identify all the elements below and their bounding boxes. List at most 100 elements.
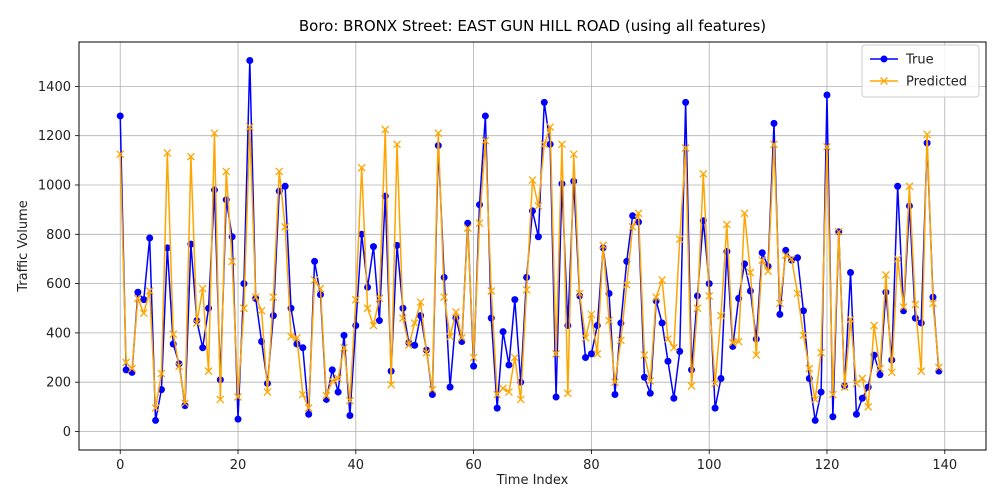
data-point-predicted	[817, 348, 826, 357]
data-point-predicted	[363, 304, 372, 313]
data-point-true	[664, 357, 672, 365]
legend-box	[861, 44, 980, 98]
data-point-predicted	[575, 289, 584, 298]
data-point-predicted	[451, 307, 460, 316]
data-point-predicted	[481, 136, 490, 145]
x-tick-label: 20	[230, 458, 247, 473]
data-point-predicted	[923, 130, 932, 139]
data-point-true	[375, 317, 383, 325]
data-point-predicted	[846, 315, 855, 324]
data-point-true	[682, 98, 690, 106]
data-point-predicted	[516, 395, 525, 404]
data-point-predicted	[758, 256, 767, 265]
data-point-predicted	[893, 254, 902, 263]
data-point-predicted	[828, 390, 837, 399]
data-point-true	[322, 395, 330, 403]
data-point-true	[299, 344, 307, 352]
data-point-predicted	[181, 399, 189, 408]
data-point-predicted	[552, 349, 561, 358]
data-point-true	[552, 393, 560, 401]
data-point-predicted	[929, 299, 937, 308]
data-point-predicted	[128, 364, 136, 373]
data-point-predicted	[905, 182, 914, 191]
data-point-predicted	[870, 321, 879, 330]
data-point-predicted	[587, 310, 596, 319]
data-point-true	[629, 212, 637, 220]
data-point-predicted	[864, 402, 873, 411]
y-tick-label: 0	[63, 425, 71, 440]
data-point-predicted	[493, 390, 502, 399]
data-point-predicted	[805, 364, 814, 373]
data-point-predicted	[664, 335, 672, 344]
plot-frame	[78, 41, 987, 451]
data-point-predicted	[228, 257, 237, 266]
data-point-predicted	[310, 275, 319, 284]
data-point-predicted	[605, 316, 614, 325]
data-point-true	[352, 322, 360, 330]
x-tick-label: 120	[815, 458, 840, 473]
data-point-true	[611, 391, 619, 399]
legend-marker-predicted	[880, 77, 888, 85]
data-point-predicted	[717, 311, 725, 320]
data-point-predicted	[911, 300, 920, 309]
data-point-predicted	[387, 380, 396, 389]
data-point-predicted	[192, 319, 201, 327]
data-point-true	[876, 371, 884, 379]
data-point-predicted	[245, 123, 254, 132]
data-point-predicted	[422, 348, 431, 357]
data-point-predicted	[281, 222, 290, 231]
data-point-true	[864, 383, 872, 391]
data-point-true	[900, 307, 908, 315]
legend-marker-true	[880, 55, 888, 63]
data-point-true	[540, 98, 548, 106]
data-point-predicted	[257, 306, 266, 315]
data-point-predicted	[699, 169, 708, 178]
data-point-true	[882, 288, 890, 296]
data-point-predicted	[463, 224, 472, 233]
data-point-predicted	[398, 314, 407, 323]
data-point-predicted	[787, 254, 796, 263]
data-point-predicted	[251, 293, 260, 302]
data-point-true	[464, 219, 472, 227]
data-point-true	[658, 319, 666, 327]
data-point-predicted	[393, 140, 401, 149]
data-point-predicted	[581, 333, 590, 342]
data-point-predicted	[440, 293, 449, 302]
data-point-true	[794, 254, 802, 262]
data-point-true	[670, 394, 678, 402]
data-point-predicted	[269, 293, 278, 302]
data-point-predicted	[175, 362, 184, 371]
data-point-predicted	[216, 395, 225, 404]
x-tick-label: 100	[697, 458, 722, 473]
data-point-true	[199, 344, 207, 352]
data-point-predicted	[781, 251, 790, 260]
data-point-predicted	[934, 363, 943, 372]
data-point-predicted	[881, 271, 890, 279]
data-point-true	[240, 280, 248, 288]
data-point-predicted	[734, 337, 743, 346]
data-point-predicted	[169, 330, 178, 339]
data-point-true	[770, 119, 778, 127]
data-point-predicted	[116, 150, 125, 159]
data-point-predicted	[222, 167, 231, 176]
data-point-predicted	[292, 333, 301, 342]
data-point-true	[411, 341, 419, 349]
data-point-predicted	[764, 267, 773, 276]
data-point-predicted	[322, 391, 331, 400]
data-point-predicted	[681, 144, 690, 152]
data-point-true	[717, 375, 725, 383]
y-axis-ticks: 0 200 400 600 800 1000 1200 1400	[38, 80, 79, 440]
data-point-true	[847, 269, 855, 277]
data-point-true	[458, 338, 466, 346]
data-point-predicted	[876, 364, 884, 373]
data-point-predicted	[428, 385, 437, 394]
data-point-predicted	[811, 395, 820, 404]
data-point-predicted	[275, 167, 284, 176]
data-point-predicted	[369, 321, 378, 330]
data-point-true	[487, 314, 495, 322]
data-point-predicted	[740, 209, 749, 218]
data-point-predicted	[328, 377, 337, 385]
data-point-predicted	[569, 150, 578, 159]
data-point-true	[858, 394, 866, 402]
data-point-predicted	[840, 383, 849, 392]
